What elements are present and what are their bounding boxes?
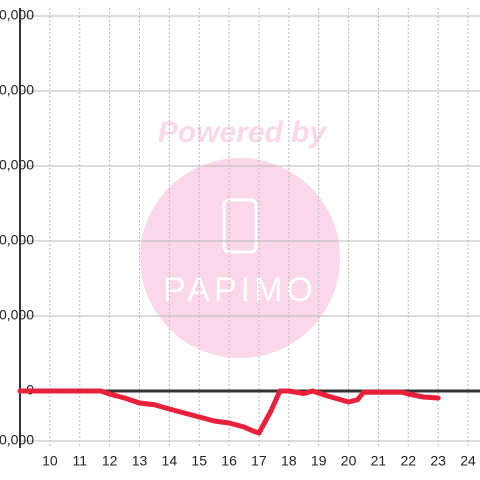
x-tick-label: 13 xyxy=(132,453,148,469)
y-tick-label: 150,000 xyxy=(0,7,34,23)
x-tick-label: 21 xyxy=(371,453,387,469)
x-tick-label: 22 xyxy=(401,453,417,469)
y-tick-label: -20,000 xyxy=(0,432,34,448)
x-tick-label: 17 xyxy=(251,453,267,469)
x-tick-label: 19 xyxy=(311,453,327,469)
watermark-logo: PAPIMO xyxy=(163,271,317,309)
watermark-text: Powered by xyxy=(158,116,328,149)
y-tick-label: 30,000 xyxy=(0,307,34,323)
x-tick-label: 12 xyxy=(102,453,118,469)
y-tick-label: 60,000 xyxy=(0,232,34,248)
watermark: Powered by PAPIMO xyxy=(140,116,340,358)
x-tick-label: 18 xyxy=(281,453,297,469)
x-tick-label: 23 xyxy=(430,453,446,469)
watermark-icon xyxy=(222,198,258,254)
x-tick-label: 11 xyxy=(72,453,87,469)
x-tick-label: 14 xyxy=(162,453,178,469)
x-tick-label: 16 xyxy=(221,453,237,469)
y-tick-label: 90,000 xyxy=(0,157,34,173)
watermark-circle xyxy=(140,158,340,358)
x-tick-label: 20 xyxy=(341,453,357,469)
y-tick-label: 120,000 xyxy=(0,82,34,98)
x-tick-label: 10 xyxy=(42,453,58,469)
x-tick-label: 24 xyxy=(460,453,476,469)
x-tick-label: 15 xyxy=(191,453,207,469)
line-series xyxy=(17,388,441,436)
